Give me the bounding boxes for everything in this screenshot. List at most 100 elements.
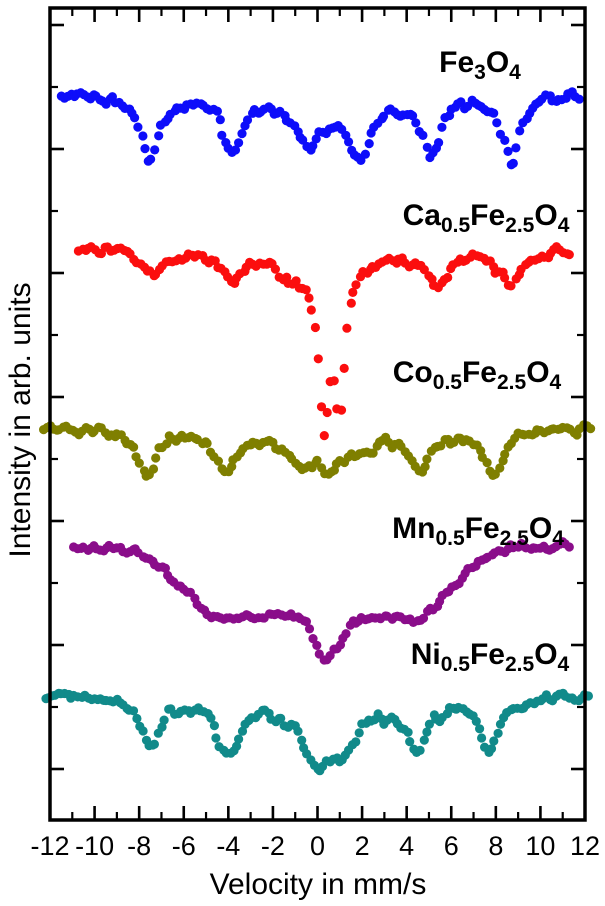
data-point (500, 135, 510, 145)
data-point (482, 458, 492, 468)
data-point (346, 298, 356, 308)
data-point (304, 624, 315, 634)
data-point (316, 402, 327, 412)
data-point (443, 272, 453, 283)
data-point (230, 145, 241, 155)
data-point (351, 737, 361, 747)
data-point (146, 154, 156, 164)
data-point (212, 106, 222, 116)
series-label-Ni0.5Fe2.5O4: Ni0.5Fe2.5O4 (411, 638, 570, 676)
x-tick-label: 2 (355, 831, 370, 861)
data-point (291, 276, 301, 286)
data-point (500, 449, 510, 459)
data-point (313, 354, 323, 364)
data-point (130, 113, 140, 123)
data-point (506, 281, 516, 291)
data-point (297, 735, 307, 745)
series-Fe3O4 (56, 87, 584, 170)
data-point (306, 305, 316, 315)
data-point (149, 739, 159, 749)
data-point (339, 363, 349, 373)
data-point (128, 706, 139, 716)
data-point (424, 719, 434, 729)
data-point (564, 250, 574, 260)
data-point (237, 726, 248, 736)
data-point (312, 455, 322, 465)
data-point (477, 733, 487, 743)
data-point (132, 713, 142, 724)
data-point (422, 727, 432, 737)
x-tick-label: -6 (172, 831, 196, 861)
data-point (301, 285, 311, 295)
data-point (419, 735, 429, 745)
data-point (157, 722, 167, 732)
x-tick-label: -2 (261, 831, 285, 861)
data-point (420, 462, 430, 472)
data-point (148, 464, 159, 474)
data-point (475, 724, 485, 734)
data-point (405, 737, 415, 747)
data-point (150, 145, 160, 155)
data-point (342, 323, 352, 333)
data-point (500, 273, 510, 283)
series-Ca0.5Fe2.5O4 (73, 242, 574, 441)
data-point (422, 454, 432, 464)
data-point (489, 736, 499, 746)
data-point (344, 137, 354, 147)
data-point (202, 438, 212, 448)
data-point (242, 115, 253, 125)
data-point (217, 130, 227, 140)
data-point (319, 431, 329, 441)
data-point (311, 134, 321, 144)
data-point (403, 727, 413, 737)
data-point (206, 713, 216, 723)
x-tick-label: 4 (399, 831, 414, 861)
data-point (378, 111, 389, 121)
series-Co0.5Fe2.5O4 (39, 420, 596, 481)
data-point (511, 143, 521, 153)
data-point (138, 726, 148, 736)
axis-ticks (48, 8, 587, 820)
data-point (140, 144, 150, 154)
x-tick-label: -12 (30, 831, 69, 861)
x-tick-label: 0 (310, 831, 325, 861)
data-point (301, 617, 311, 627)
x-tick-label: 10 (525, 831, 555, 861)
data-point (489, 108, 499, 118)
x-tick-label: -4 (216, 831, 240, 861)
data-point (515, 126, 525, 136)
data-point (312, 640, 322, 651)
data-point (341, 629, 351, 639)
series-label-Mn0.5Fe2.5O4: Mn0.5Fe2.5O4 (392, 512, 564, 550)
data-point (293, 726, 303, 736)
data-point (151, 453, 161, 463)
data-point (234, 138, 244, 148)
data-point (270, 264, 280, 274)
data-point (492, 118, 502, 128)
data-point (215, 115, 225, 125)
x-tick-label: -10 (75, 831, 114, 861)
data-point (486, 744, 497, 754)
data-point (411, 118, 421, 128)
series-label-Fe3O4: Fe3O4 (439, 46, 521, 84)
data-point (351, 280, 361, 290)
data-point (415, 745, 425, 756)
data-point (354, 728, 364, 738)
data-point (133, 122, 143, 132)
data-point (276, 713, 286, 724)
data-point (564, 542, 574, 552)
data-point (298, 135, 308, 145)
data-point (237, 129, 247, 139)
data-point (471, 716, 481, 727)
data-point (138, 131, 148, 141)
data-point (213, 456, 223, 466)
data-point (308, 141, 318, 151)
data-point (493, 728, 503, 738)
data-point (348, 287, 358, 297)
data-point (422, 142, 432, 152)
data-point (159, 715, 169, 725)
data-points-layer (39, 87, 596, 776)
data-point (160, 563, 170, 573)
